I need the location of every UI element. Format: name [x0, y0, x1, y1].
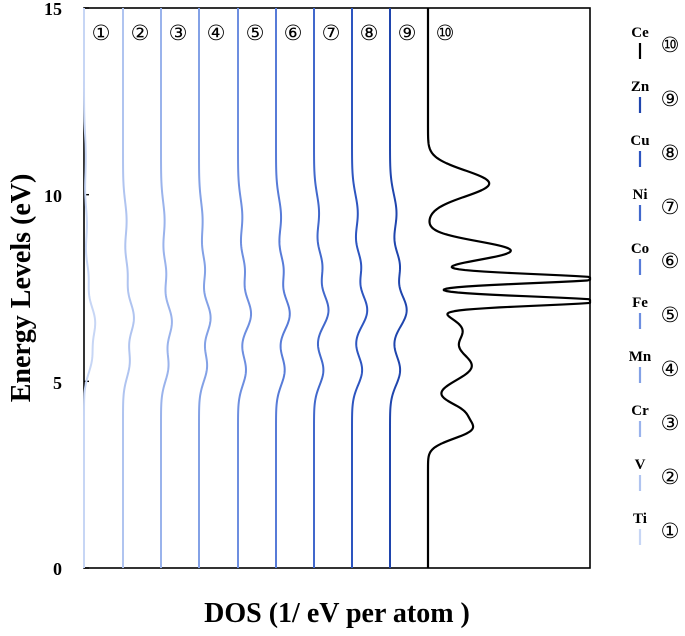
legend-marker-3: ③ — [661, 412, 680, 435]
plot-frame — [83, 7, 591, 569]
curve-marker-7: ⑦ — [322, 22, 341, 45]
y-axis-label: Energy Levels (eV) — [6, 174, 37, 403]
legend-label-cu: Cu — [630, 133, 649, 149]
legend-label-mn: Mn — [629, 349, 652, 365]
curve-marker-3: ③ — [169, 22, 188, 45]
dos-curve-cr — [160, 7, 173, 569]
y-tick-label: 10 — [44, 186, 62, 206]
curve-marker-10: ⑩ — [436, 22, 455, 45]
dos-curve-zn — [389, 7, 408, 569]
legend-label-zn: Zn — [631, 79, 650, 95]
curve-marker-2: ② — [131, 22, 150, 45]
legend-label-ni: Ni — [633, 187, 648, 203]
legend-marker-1: ① — [661, 520, 680, 543]
legend-label-ti: Ti — [633, 511, 647, 527]
x-axis-label: DOS (1/ eV per atom ) — [204, 598, 470, 629]
y-tick-label: 15 — [44, 0, 62, 19]
dos-curve-v — [122, 7, 135, 569]
dos-curve-cu — [351, 7, 369, 569]
legend-marker-7: ⑦ — [661, 196, 680, 219]
y-tick-label: 5 — [53, 373, 62, 393]
legend-marker-6: ⑥ — [661, 250, 680, 273]
legend-marker-10: ⑩ — [661, 34, 680, 57]
dos-curve-ni — [313, 7, 330, 569]
curve-marker-6: ⑥ — [284, 22, 303, 45]
legend-marker-4: ④ — [661, 358, 680, 381]
dos-curve-ti — [83, 7, 97, 569]
curve-marker-5: ⑤ — [246, 22, 265, 45]
dos-curve-fe — [237, 7, 253, 569]
legend-marker-2: ② — [661, 466, 680, 489]
legend-marker-8: ⑧ — [661, 142, 680, 165]
legend-label-ce: Ce — [631, 25, 649, 41]
dos-curve-co — [275, 7, 291, 569]
y-tick-label: 0 — [53, 559, 62, 579]
dos-curve-ce — [426, 7, 592, 569]
curve-marker-8: ⑧ — [360, 22, 379, 45]
curve-marker-9: ⑨ — [398, 22, 417, 45]
legend-marker-9: ⑨ — [661, 88, 680, 111]
legend-label-cr: Cr — [631, 403, 649, 419]
legend-marker-5: ⑤ — [661, 304, 680, 327]
curve-marker-1: ① — [92, 22, 111, 45]
legend-label-v: V — [635, 457, 646, 473]
legend-label-fe: Fe — [632, 295, 648, 311]
curve-marker-4: ④ — [207, 22, 226, 45]
dos-curve-mn — [198, 7, 212, 569]
legend-label-co: Co — [631, 241, 649, 257]
